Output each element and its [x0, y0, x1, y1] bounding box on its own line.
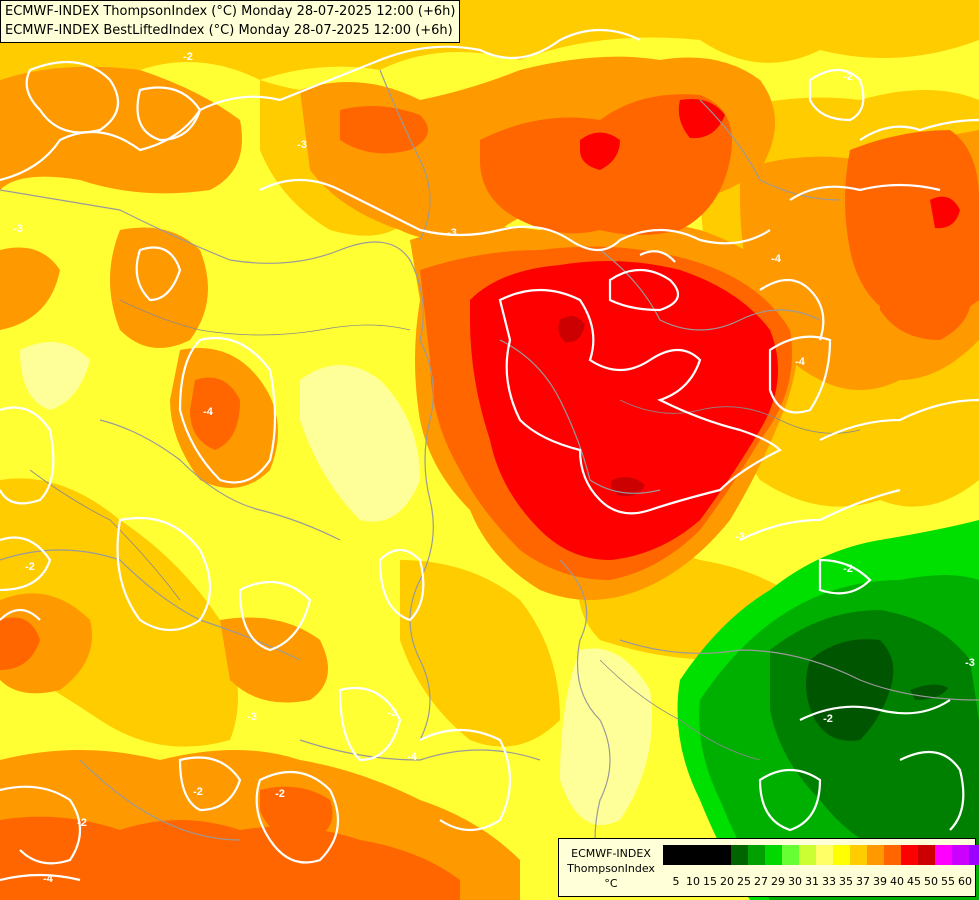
- legend-tick-label: 45: [907, 875, 921, 888]
- legend-tick-label: 15: [703, 875, 717, 888]
- contour-labels: -2 -3 -4 -2 -3 -4 -2 -3 -2 -3 -4 -2 -2 -…: [13, 51, 975, 885]
- legend-swatch: [918, 845, 935, 865]
- legend-model: ECMWF-INDEX: [571, 847, 651, 860]
- contour-label: -2: [843, 563, 853, 575]
- legend-tick-label: 60: [958, 875, 972, 888]
- legend-tick-label: 20: [720, 875, 734, 888]
- contour-label: -4: [795, 356, 806, 368]
- legend-tick-label: 30: [788, 875, 802, 888]
- contour-label: -3: [965, 657, 975, 669]
- legend-swatch: [969, 845, 979, 865]
- legend-tick-label: 27: [754, 875, 768, 888]
- legend-swatch: [748, 845, 765, 865]
- color-legend: ECMWF-INDEX ThompsonIndex °C 5 10 15 20 25 27…: [558, 838, 979, 897]
- red-areas: [470, 99, 960, 560]
- legend-swatch: [901, 845, 918, 865]
- legend-unit: °C: [604, 877, 618, 890]
- map-title: ECMWF-INDEX ThompsonIndex (°C) Monday 28…: [0, 0, 461, 43]
- legend-swatch: [952, 845, 969, 865]
- legend-swatch: [799, 845, 816, 865]
- legend-color-bar: [663, 845, 979, 865]
- legend-swatch: [833, 845, 850, 865]
- legend-tick-label: 31: [805, 875, 819, 888]
- contour-label: -2: [823, 713, 833, 725]
- legend-swatch: [850, 845, 867, 865]
- contour-label: -3: [13, 223, 23, 235]
- legend-tick-label: 50: [924, 875, 938, 888]
- legend-swatch: [680, 845, 697, 865]
- country-borders: [0, 69, 979, 881]
- contour-label: -4: [43, 873, 54, 885]
- legend-swatch: [663, 845, 680, 865]
- contour-label: -3: [735, 531, 745, 543]
- legend-tick-label: 55: [941, 875, 955, 888]
- legend-tick-label: 37: [856, 875, 870, 888]
- contour-label: -3: [387, 707, 397, 719]
- legend-swatch: [816, 845, 833, 865]
- legend-swatch: [714, 845, 731, 865]
- legend-swatch: [697, 845, 714, 865]
- contour-label: -3: [447, 227, 457, 239]
- legend-parameter: ThompsonIndex: [567, 862, 655, 875]
- contour-label: -2: [843, 71, 853, 83]
- contour-label: -4: [771, 253, 782, 265]
- legend-tick-label: 5: [672, 875, 680, 888]
- legend-tick-label: 29: [771, 875, 785, 888]
- legend-swatch: [731, 845, 748, 865]
- contour-label: -2: [275, 788, 285, 800]
- title-line-lifted: ECMWF-INDEX BestLiftedIndex (°C) Monday …: [5, 23, 453, 38]
- contour-label: -2: [193, 786, 203, 798]
- legend-tick-label: 39: [873, 875, 887, 888]
- title-line-thompson: ECMWF-INDEX ThompsonIndex (°C) Monday 28…: [5, 4, 456, 19]
- rivers: [29, 299, 861, 761]
- legend-tick-label: 10: [686, 875, 700, 888]
- legend-swatch: [935, 845, 952, 865]
- legend-tick-label: 33: [822, 875, 836, 888]
- contour-label: -2: [183, 51, 193, 63]
- contour-label: -2: [77, 817, 87, 829]
- contour-label: -4: [203, 406, 214, 418]
- legend-swatch: [867, 845, 884, 865]
- legend-swatch: [782, 845, 799, 865]
- contour-label: -4: [407, 751, 418, 763]
- legend-tick-label: 35: [839, 875, 853, 888]
- contour-label: -3: [247, 711, 257, 723]
- legend-caption: ECMWF-INDEX ThompsonIndex °C: [565, 846, 657, 891]
- legend-swatch: [884, 845, 901, 865]
- contour-label: -3: [297, 139, 307, 151]
- legend-swatch: [765, 845, 782, 865]
- legend-tick-label: 40: [890, 875, 904, 888]
- lifted-index-contours: [0, 28, 979, 882]
- legend-tick-label: 25: [737, 875, 751, 888]
- contour-label: -2: [25, 561, 35, 573]
